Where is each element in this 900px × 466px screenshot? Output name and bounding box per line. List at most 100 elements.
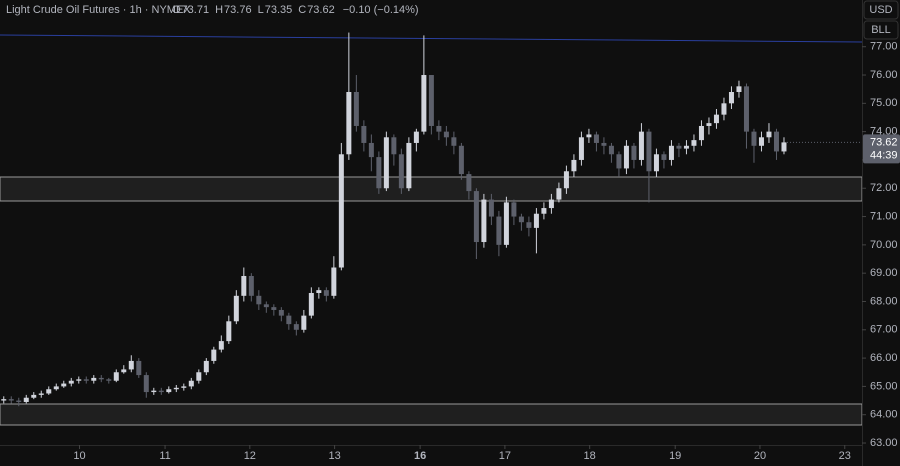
candle-body xyxy=(316,290,322,293)
candle-body xyxy=(743,86,749,132)
candle-body xyxy=(301,315,307,330)
candle-body xyxy=(683,145,689,149)
candle-body xyxy=(188,380,194,387)
candle-body xyxy=(466,174,472,192)
candle-body xyxy=(751,131,757,146)
candle-body xyxy=(631,145,637,160)
candle-body xyxy=(563,171,569,189)
candle-body xyxy=(533,213,539,228)
candle-body xyxy=(728,92,734,104)
legend-value: 73.76 xyxy=(224,4,252,16)
candle-body xyxy=(391,137,397,155)
candle-body xyxy=(766,131,772,138)
candle-body xyxy=(526,222,532,228)
candle-body xyxy=(173,387,179,390)
candle-body xyxy=(511,202,517,217)
candle-body xyxy=(136,360,142,376)
candle-body xyxy=(211,349,217,361)
candle-body xyxy=(106,379,112,381)
candle-body xyxy=(676,145,682,149)
legend-value: 73.62 xyxy=(307,4,335,16)
candle-body xyxy=(53,386,59,390)
unit-label[interactable]: BLL xyxy=(871,24,891,36)
candle-body xyxy=(248,276,254,296)
candle-body xyxy=(616,154,622,169)
candle-body xyxy=(713,114,719,124)
y-tick-label: 65.00 xyxy=(870,380,898,392)
candle-body xyxy=(668,145,674,160)
candle-body xyxy=(331,267,337,296)
candle-body xyxy=(541,208,547,214)
legend-change: −0.10 (−0.14%) xyxy=(343,4,419,16)
legend-key: O xyxy=(172,4,181,16)
candle-body xyxy=(653,154,659,172)
x-tick-label: 11 xyxy=(159,450,170,462)
candle-body xyxy=(481,199,487,243)
candle-body xyxy=(436,125,442,132)
y-tick-label: 77.00 xyxy=(870,41,898,53)
y-tick-label: 76.00 xyxy=(870,69,898,81)
x-tick-label: 18 xyxy=(584,450,596,462)
candle-body xyxy=(233,295,239,322)
candle-body xyxy=(413,131,419,143)
candle-body xyxy=(61,383,67,387)
candle-body xyxy=(91,377,97,381)
candle-body xyxy=(691,140,697,146)
y-tick-label: 67.00 xyxy=(870,324,898,336)
legend-key: L xyxy=(258,4,264,16)
candle-body xyxy=(443,131,449,138)
candle-body xyxy=(623,145,629,169)
candle-body xyxy=(31,394,37,398)
zone xyxy=(0,176,863,202)
y-tick-label: 69.00 xyxy=(870,267,898,279)
candle-body xyxy=(128,360,134,370)
candle-body xyxy=(263,304,269,308)
candle-body xyxy=(548,199,554,209)
candle-body xyxy=(518,216,524,223)
candle-body xyxy=(226,321,232,342)
candle-body xyxy=(758,137,764,146)
x-tick-label: 20 xyxy=(754,450,766,462)
unit-button[interactable] xyxy=(863,20,899,40)
legend-value: 73.71 xyxy=(182,4,210,16)
candle-body xyxy=(308,292,314,316)
candle-body xyxy=(143,375,149,393)
legend-value: 73.35 xyxy=(265,4,293,16)
candle-body xyxy=(256,295,262,305)
last-price-box xyxy=(863,134,900,164)
candle-body xyxy=(1,399,7,401)
candle-body xyxy=(773,131,779,152)
candle-body xyxy=(451,137,457,146)
candle-body xyxy=(398,154,404,189)
last-price-label: 73.62 xyxy=(870,136,898,148)
currency-button[interactable] xyxy=(863,0,899,20)
candle-body xyxy=(503,202,509,245)
y-tick-label: 71.00 xyxy=(870,210,898,222)
candle-body xyxy=(496,216,502,245)
candle-body xyxy=(346,92,352,155)
candle-body xyxy=(361,125,367,143)
candle-body xyxy=(473,191,479,243)
candle-body xyxy=(76,379,82,381)
legend-key: H xyxy=(215,4,223,16)
candle-body xyxy=(338,154,344,268)
candle-body xyxy=(406,142,412,189)
candle-body xyxy=(16,400,22,402)
candle-body xyxy=(46,389,52,394)
candle-body xyxy=(383,137,389,189)
candle-body xyxy=(368,142,374,158)
candle-body xyxy=(556,188,562,200)
x-tick-label: 13 xyxy=(328,450,340,462)
candle-body xyxy=(203,360,209,373)
candle-body xyxy=(781,142,787,152)
candle-body xyxy=(68,380,74,384)
y-tick-label: 63.00 xyxy=(870,437,898,449)
currency-label[interactable]: USD xyxy=(869,4,892,16)
candle-body xyxy=(353,92,359,126)
candle-body xyxy=(83,379,89,381)
candle-body xyxy=(376,157,382,189)
candle-body xyxy=(98,377,104,380)
candle-body xyxy=(698,125,704,141)
candle-body xyxy=(421,75,427,132)
x-tick-label: 16 xyxy=(414,450,426,462)
